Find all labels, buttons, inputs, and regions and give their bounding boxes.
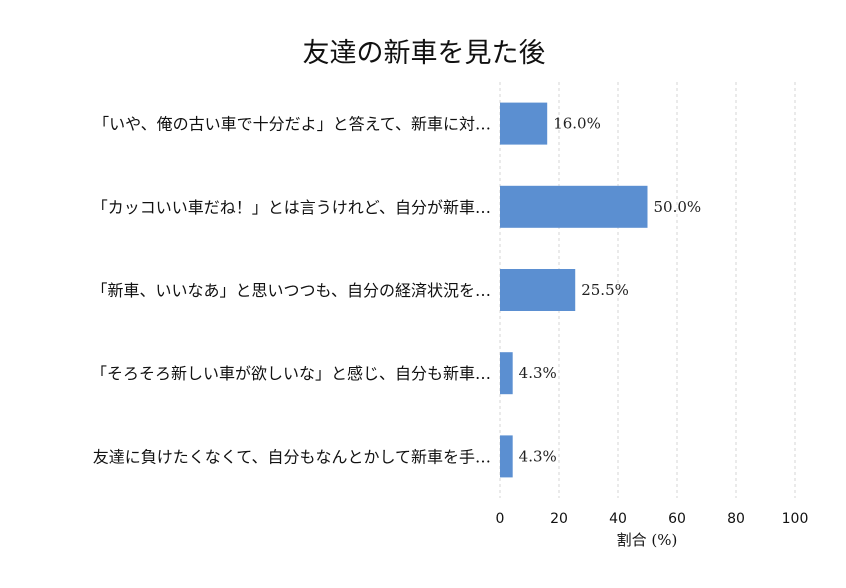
value-labels: 16.0% 50.0% 25.5% 4.3% 4.3%	[519, 115, 701, 466]
data-label: 25.5%	[581, 281, 629, 299]
data-label: 16.0%	[553, 115, 601, 133]
data-label: 4.3%	[519, 364, 557, 382]
category-label: 「新車、いいなあ」と思いつつも、自分の経済状況を…	[91, 281, 491, 300]
x-axis-ticks: 0 20 40 60 80 100	[496, 511, 809, 527]
x-tick-label: 80	[727, 511, 745, 527]
data-label: 4.3%	[519, 447, 557, 465]
category-label: 「いや、俺の古い車で十分だよ」と答えて、新車に対…	[93, 115, 491, 134]
category-label: 「そろそろ新しい車が欲しいな」と感じ、自分も新車…	[91, 364, 491, 383]
x-tick-label: 20	[550, 511, 568, 527]
bars	[500, 102, 648, 478]
category-labels: 「いや、俺の古い車で十分だよ」と答えて、新車に対… 「カッコいい車だね！」とは言う…	[91, 115, 491, 467]
category-label: 「カッコいい車だね！」とは言うけれど、自分が新車…	[92, 198, 491, 217]
bar	[500, 185, 648, 228]
chart-title: 友達の新車を見た後	[303, 38, 546, 69]
x-tick-label: 100	[782, 511, 809, 527]
category-label: 友達に負けたくなくて、自分もなんとかして新車を手…	[93, 447, 491, 466]
bar	[500, 352, 513, 395]
bar	[500, 102, 548, 145]
x-tick-label: 40	[609, 511, 627, 527]
x-tick-label: 60	[668, 511, 686, 527]
x-tick-label: 0	[496, 511, 505, 527]
bar	[500, 269, 576, 311]
x-axis-label: 割合 (%)	[617, 531, 678, 549]
bar	[500, 435, 513, 478]
data-label: 50.0%	[654, 198, 702, 216]
